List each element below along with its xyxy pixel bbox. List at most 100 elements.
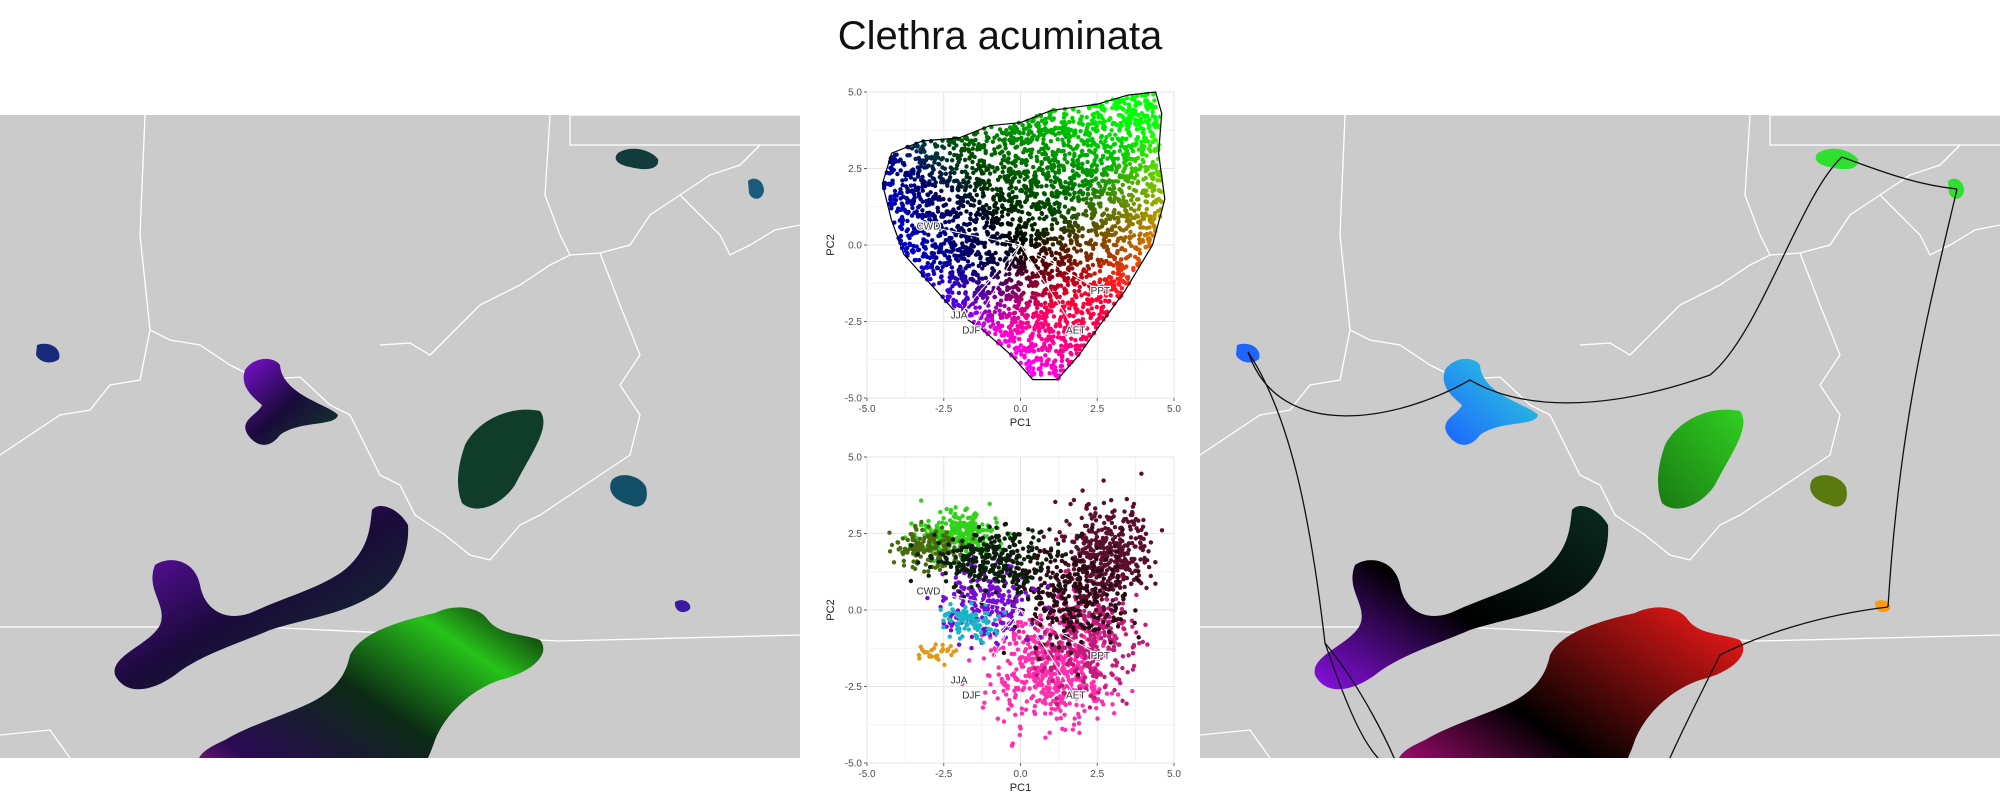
- data-point: [1004, 692, 1009, 697]
- data-point: [1136, 121, 1142, 126]
- data-point: [1099, 231, 1104, 236]
- data-point: [1024, 699, 1030, 704]
- data-point: [1104, 207, 1109, 212]
- data-point: [1048, 633, 1053, 638]
- data-point: [1066, 253, 1072, 259]
- data-point: [982, 700, 987, 705]
- data-point: [980, 276, 985, 281]
- data-point: [1066, 247, 1071, 252]
- data-point: [1124, 264, 1129, 269]
- left-patch-long-band: [114, 505, 409, 690]
- data-point: [1049, 226, 1055, 232]
- data-point: [1007, 311, 1012, 316]
- data-point: [970, 159, 975, 165]
- data-point: [1093, 230, 1099, 235]
- data-point: [1122, 118, 1127, 123]
- data-point: [1062, 619, 1067, 624]
- data-point: [1027, 364, 1032, 369]
- data-point: [1076, 566, 1082, 572]
- data-point: [1138, 545, 1143, 550]
- data-point: [1012, 264, 1017, 269]
- data-point: [1094, 304, 1099, 310]
- data-point: [1110, 537, 1116, 542]
- data-point: [897, 207, 903, 212]
- data-point: [1101, 478, 1106, 483]
- data-point: [1010, 338, 1015, 344]
- data-point: [949, 265, 955, 270]
- data-point: [1143, 211, 1148, 216]
- data-point: [968, 184, 973, 189]
- data-point: [1090, 612, 1095, 618]
- data-point: [1016, 156, 1021, 161]
- data-point: [1084, 115, 1089, 120]
- data-point: [1095, 616, 1101, 621]
- data-point: [1013, 685, 1019, 691]
- data-point: [1066, 594, 1071, 599]
- vector-label-djf: DJF: [962, 326, 980, 337]
- data-point: [977, 200, 982, 206]
- data-point: [1074, 249, 1080, 254]
- vector-label-cwd: CWD: [916, 222, 940, 233]
- data-point: [1035, 120, 1041, 126]
- data-point: [952, 170, 957, 175]
- data-point: [909, 213, 915, 218]
- data-point: [1042, 580, 1047, 586]
- data-point: [988, 682, 993, 687]
- data-point: [1085, 186, 1090, 192]
- data-point: [1122, 204, 1127, 210]
- data-point: [1115, 156, 1120, 161]
- data-point: [1072, 153, 1077, 159]
- data-point: [938, 231, 943, 236]
- data-point: [1055, 284, 1060, 290]
- data-point: [976, 320, 981, 325]
- data-point: [1115, 575, 1120, 580]
- data-point: [914, 209, 919, 214]
- data-point: [896, 159, 901, 164]
- data-point: [1149, 130, 1155, 136]
- data-point: [1107, 541, 1113, 546]
- data-point: [1062, 344, 1068, 349]
- data-point: [1089, 554, 1095, 560]
- data-point: [1024, 679, 1029, 684]
- data-point: [1130, 94, 1135, 100]
- data-point: [1057, 240, 1062, 246]
- data-point: [1054, 576, 1059, 581]
- data-point: [1070, 727, 1075, 732]
- data-point: [909, 202, 914, 207]
- data-point: [905, 218, 910, 224]
- data-point: [950, 218, 956, 223]
- data-point: [1110, 187, 1115, 193]
- data-point: [1103, 138, 1108, 144]
- data-point: [1114, 636, 1119, 641]
- data-point: [1082, 586, 1087, 591]
- data-point: [900, 182, 905, 188]
- data-point: [1012, 234, 1018, 239]
- data-point: [1129, 197, 1134, 203]
- data-point: [1007, 594, 1012, 599]
- data-point: [1085, 308, 1090, 313]
- data-point: [1152, 147, 1158, 152]
- data-point: [1006, 160, 1011, 165]
- data-point: [965, 296, 970, 302]
- data-point: [1082, 708, 1087, 714]
- data-point: [1127, 567, 1132, 573]
- data-point: [937, 195, 942, 200]
- data-point: [1018, 661, 1023, 666]
- data-point: [1068, 693, 1074, 698]
- data-point: [1039, 161, 1044, 167]
- data-point: [1008, 329, 1013, 334]
- data-point: [986, 280, 991, 286]
- data-point: [1153, 560, 1158, 565]
- data-point: [1014, 676, 1019, 682]
- data-point: [1121, 173, 1126, 179]
- data-point: [1104, 172, 1110, 177]
- data-point: [1069, 197, 1074, 202]
- data-point: [973, 299, 978, 304]
- data-point: [1085, 159, 1090, 165]
- data-point: [1063, 180, 1068, 185]
- convex-hull: [881, 91, 1166, 381]
- data-point: [1094, 607, 1099, 612]
- data-point: [931, 251, 937, 256]
- data-point: [1065, 279, 1070, 284]
- data-point: [1052, 153, 1057, 159]
